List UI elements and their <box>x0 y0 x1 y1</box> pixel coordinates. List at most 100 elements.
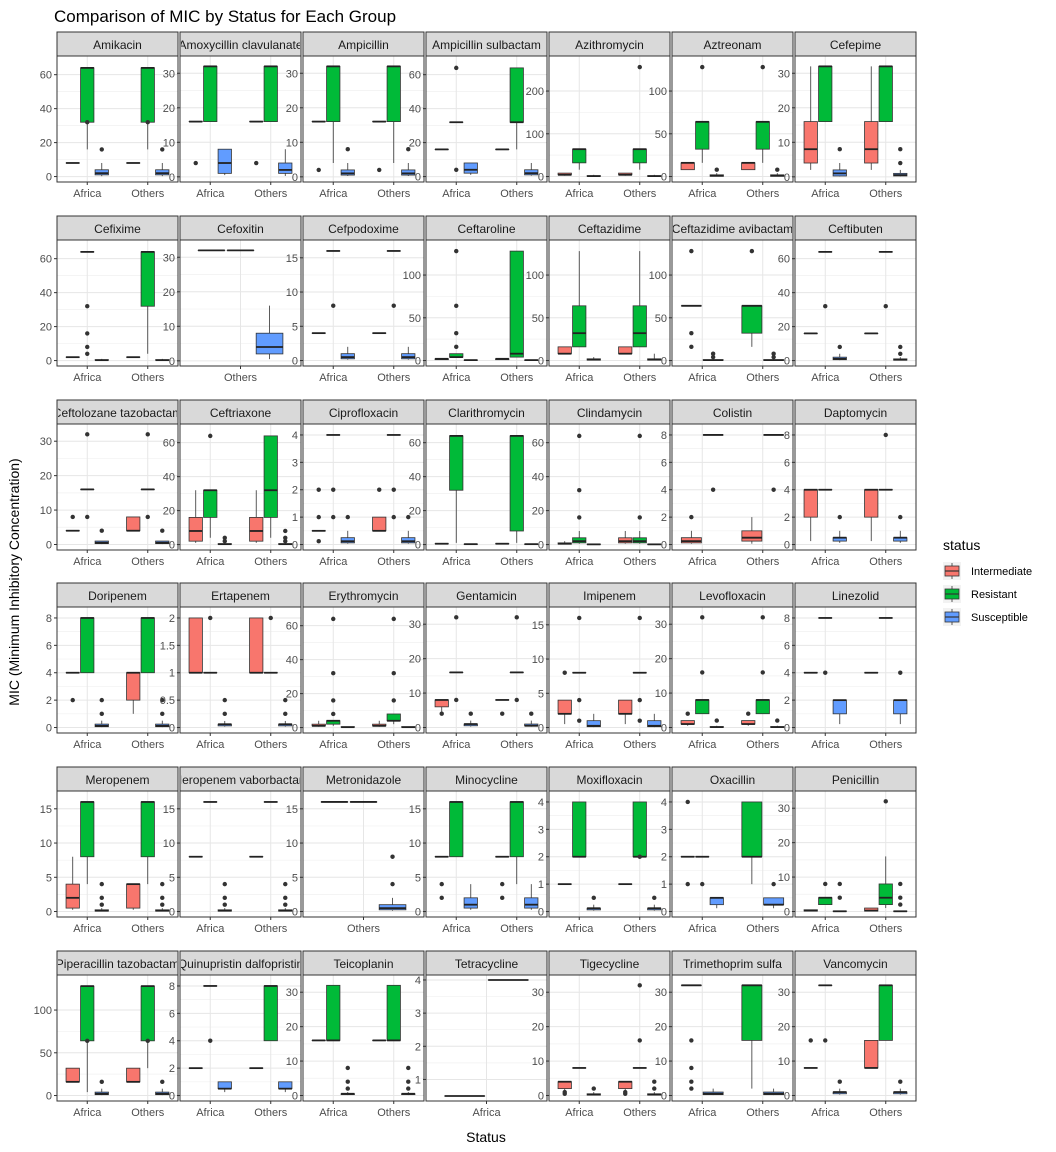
outlier-point <box>345 1086 350 1091</box>
box-susceptible <box>647 174 662 178</box>
facet-strip-label: Azithromycin <box>575 38 644 52</box>
panel-background <box>795 240 916 366</box>
outlier-point <box>771 354 776 360</box>
box-intermediate <box>618 699 633 725</box>
outlier-point <box>99 697 104 703</box>
y-tick-label: 1 <box>292 512 298 524</box>
box-susceptible <box>401 346 416 360</box>
box-body <box>255 332 284 355</box>
box-body <box>126 516 141 532</box>
x-tick-label: Africa <box>73 372 102 384</box>
outlier-point <box>637 515 642 520</box>
outlier-point <box>160 895 165 901</box>
box-body <box>65 1067 80 1083</box>
panel-background <box>672 56 793 182</box>
box-body <box>632 148 647 164</box>
x-tick-label: Others <box>377 188 411 200</box>
outlier-point <box>689 330 694 336</box>
x-tick-label: Africa <box>565 923 594 935</box>
y-tick-label: 30 <box>286 987 298 999</box>
box-body <box>509 250 524 358</box>
x-tick-label: Others <box>746 556 780 568</box>
box-intermediate <box>249 490 264 543</box>
facet-panel: Erythromycin 0 20 40 60 Africa Others <box>286 582 425 751</box>
facet-panel: Ciprofloxacin 0 1 2 3 4 Africa Others <box>292 399 425 568</box>
facet-strip-label: Daptomycin <box>824 406 887 420</box>
panel-background <box>795 975 916 1101</box>
box-body <box>326 65 341 122</box>
outlier-point <box>85 331 90 336</box>
outlier-point <box>685 711 690 716</box>
box-resistant <box>449 801 464 858</box>
x-tick-label: Africa <box>565 372 594 384</box>
panel-border <box>302 790 425 918</box>
facet-panel: Vancomycin 0 10 20 30 Africa Others <box>778 950 917 1119</box>
box-resistant <box>326 65 341 164</box>
x-tick-label: Others <box>500 372 534 384</box>
box-body <box>864 489 879 518</box>
box-resistant <box>509 250 524 358</box>
box-body <box>449 801 464 858</box>
box-resistant <box>818 250 833 309</box>
y-tick-label: 50 <box>655 313 667 325</box>
outlier-point <box>454 167 459 172</box>
box-body <box>741 984 763 1041</box>
box-body <box>632 801 647 858</box>
outlier-point <box>898 351 903 356</box>
y-tick-label: 0 <box>784 172 790 184</box>
facet-panel: Tetracycline 1 2 3 4 Africa <box>415 950 548 1119</box>
y-tick-label: 20 <box>778 322 790 334</box>
facet-strip-label: Vancomycin <box>823 957 887 971</box>
panel-border <box>425 974 548 1102</box>
outlier-point <box>406 514 411 520</box>
panel-border <box>548 606 671 734</box>
box-resistant <box>878 250 893 309</box>
facet-strip-label: Minocycline <box>455 773 518 787</box>
box-body <box>140 801 155 858</box>
box-body <box>463 897 478 909</box>
box-susceptible <box>893 1079 908 1095</box>
box-body <box>126 672 141 701</box>
outlier-point <box>591 895 596 901</box>
box-intermediate <box>126 1067 141 1083</box>
y-tick-label: 0 <box>169 172 175 184</box>
box-susceptible <box>401 147 416 176</box>
legend-title: status <box>943 537 980 553</box>
box-body <box>217 1081 232 1090</box>
outlier-point <box>222 711 227 717</box>
outlier-point <box>391 616 396 622</box>
y-tick-label: 30 <box>163 68 175 80</box>
box-resistant <box>680 984 702 1091</box>
y-tick-label: 10 <box>532 1056 544 1068</box>
box-susceptible <box>647 895 662 911</box>
facet-strip <box>56 215 179 241</box>
panel-background <box>180 791 301 917</box>
panel-background <box>795 791 916 917</box>
facet-panel: Azithromycin 0 100 200 Africa Others <box>526 31 671 200</box>
x-tick-label: Others <box>254 1107 288 1119</box>
box-resistant <box>386 65 401 164</box>
facet-strip <box>548 31 671 57</box>
box-resistant <box>386 434 401 520</box>
outlier-point <box>345 1079 350 1084</box>
legend-entry-label: Resistant <box>971 589 1017 601</box>
y-tick-label: 4 <box>538 797 544 809</box>
outlier-point <box>454 248 459 254</box>
outlier-point <box>70 514 75 520</box>
outlier-point <box>898 895 903 900</box>
box-susceptible <box>217 881 232 912</box>
box-intermediate <box>65 671 80 703</box>
outlier-point <box>808 1038 813 1043</box>
x-tick-label: Others <box>500 556 534 568</box>
box-intermediate <box>741 711 756 726</box>
outlier-point <box>898 160 903 166</box>
x-axis-title: Status <box>466 1129 506 1145</box>
y-tick-label: 40 <box>409 472 421 484</box>
y-tick-label: 1 <box>169 668 175 680</box>
x-tick-label: Africa <box>73 739 102 751</box>
box-intermediate <box>311 487 326 544</box>
outlier-point <box>823 1038 828 1043</box>
box-susceptible <box>709 896 724 909</box>
outlier-point <box>823 670 828 675</box>
